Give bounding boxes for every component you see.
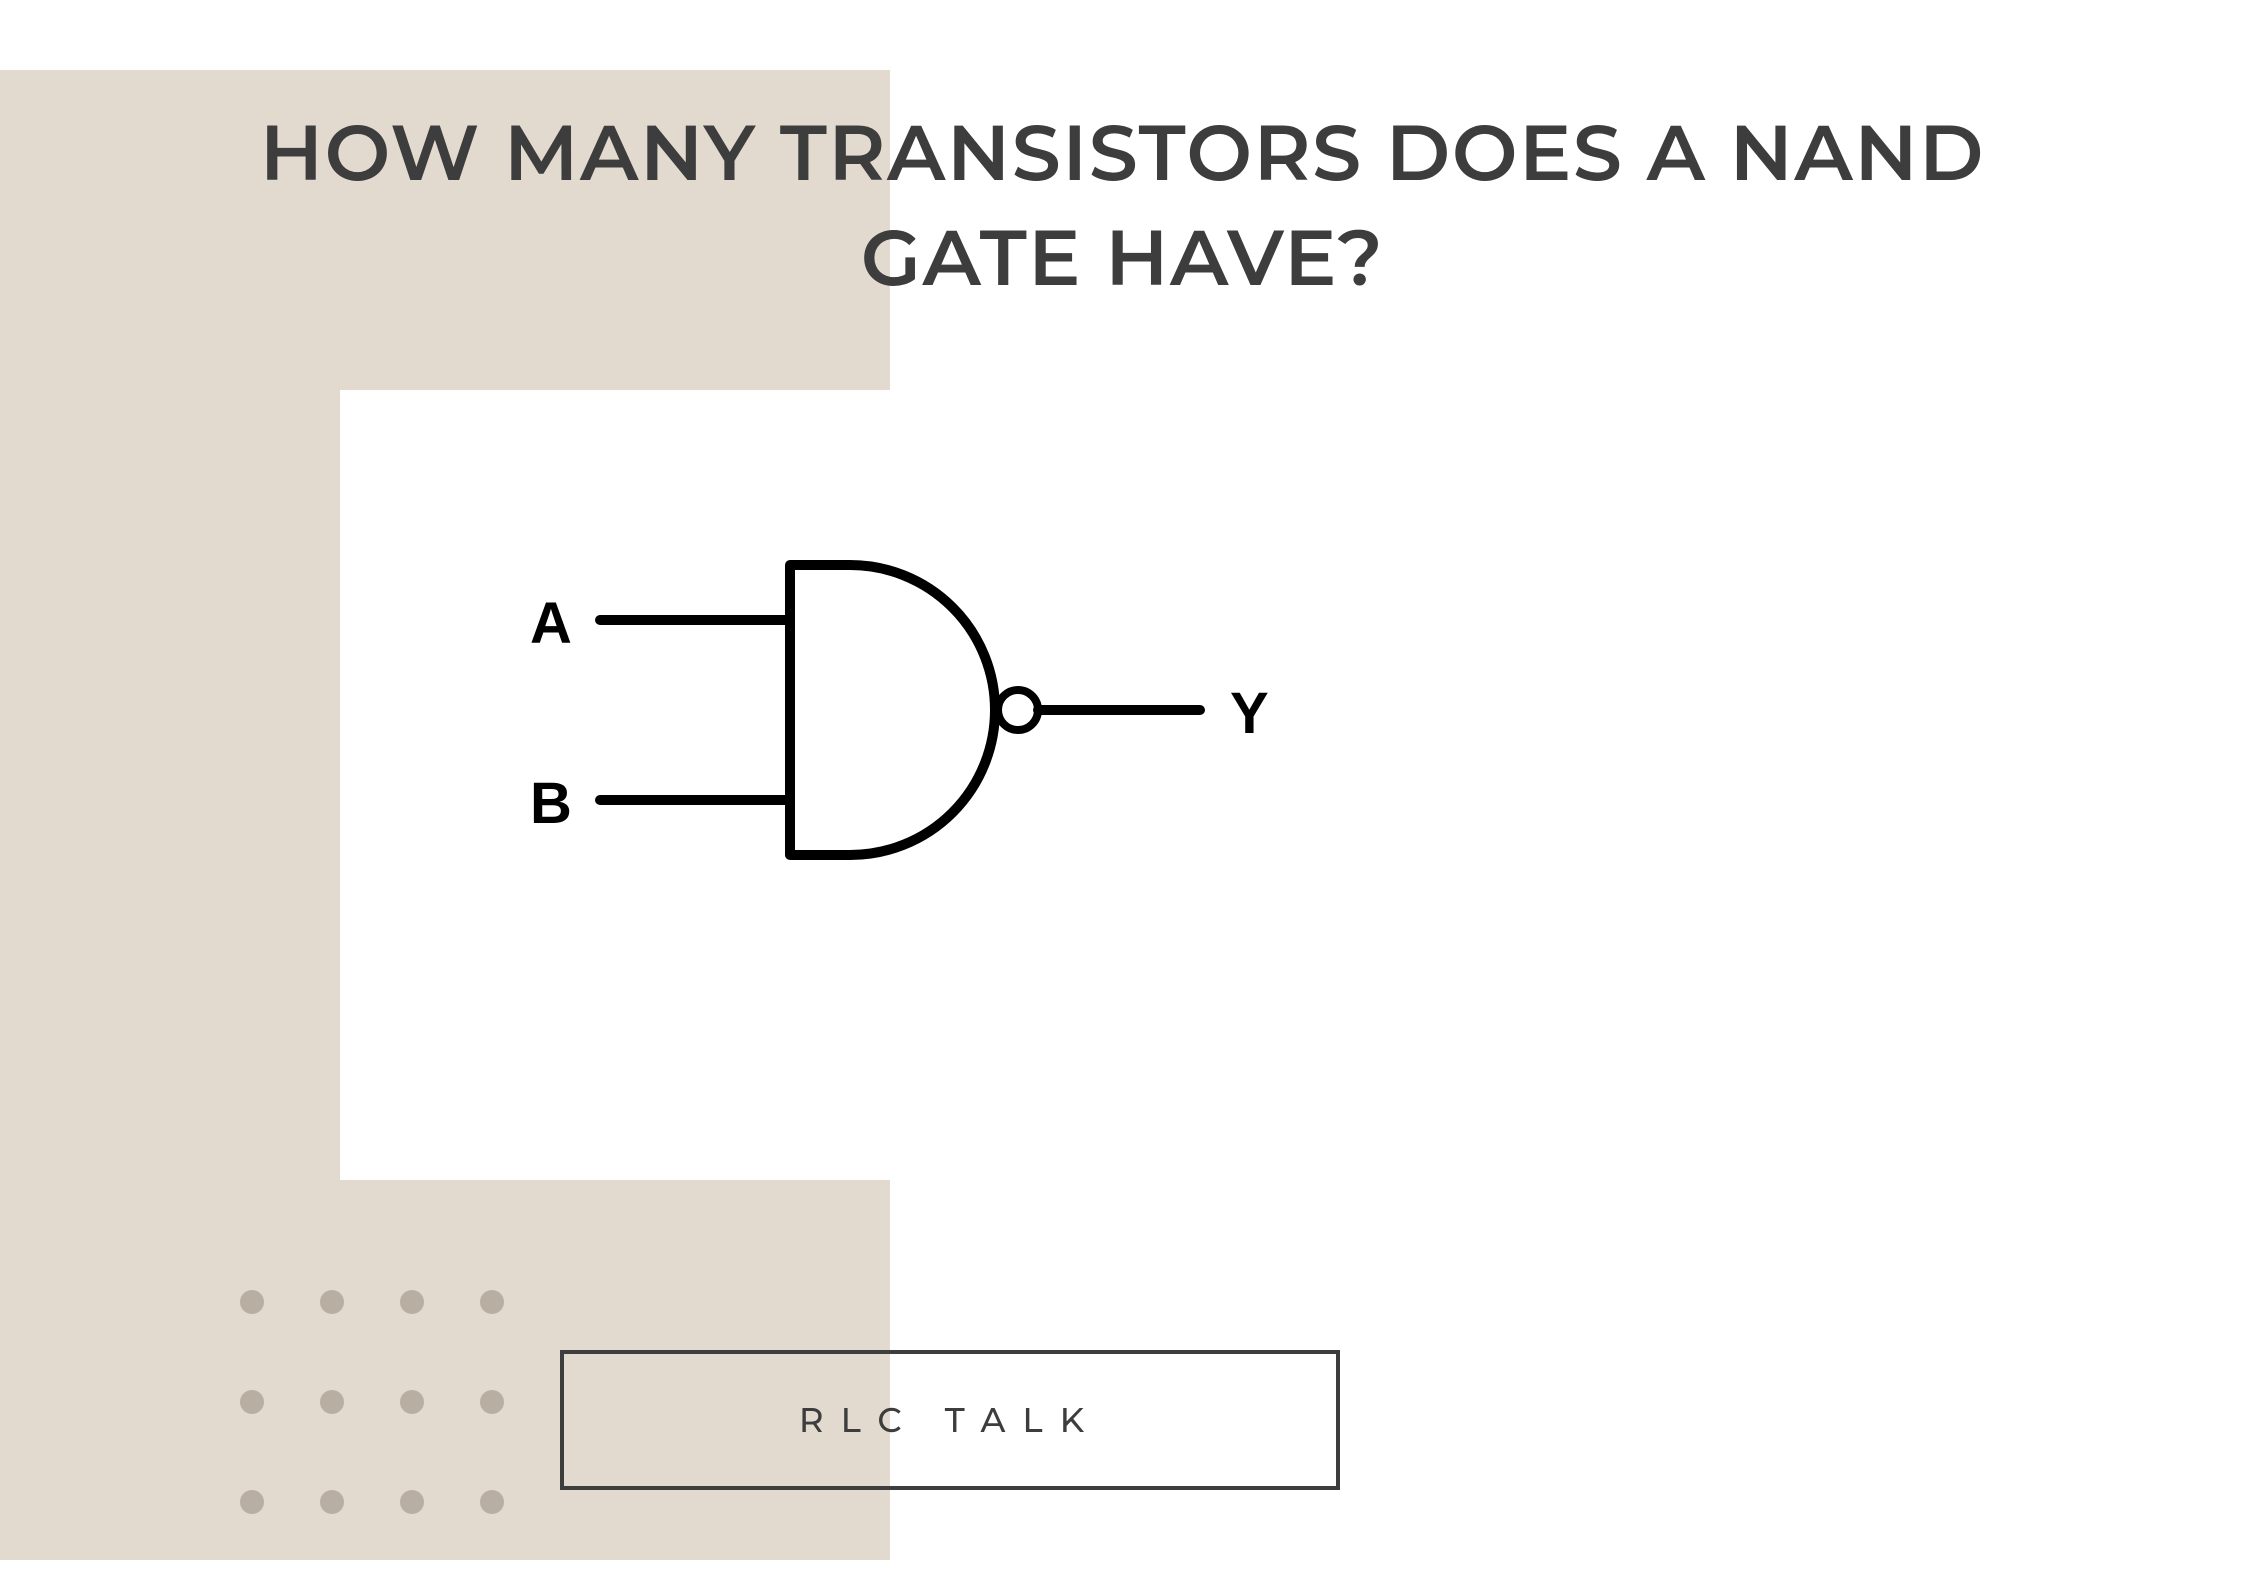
dot — [320, 1290, 344, 1314]
dot — [320, 1390, 344, 1414]
nand-gate-diagram — [340, 390, 1470, 1080]
dot — [240, 1290, 264, 1314]
dot — [400, 1390, 424, 1414]
title-line1: HOW MANY TRANSISTORS DOES A NAND — [0, 100, 2245, 205]
dot — [320, 1490, 344, 1514]
footer-text: RLC TALK — [799, 1399, 1101, 1441]
dot — [400, 1490, 424, 1514]
output-label-y: Y — [1230, 680, 1269, 747]
dot — [240, 1490, 264, 1514]
dot — [480, 1490, 504, 1514]
input-label-a: A — [530, 590, 572, 657]
dot — [480, 1290, 504, 1314]
dot — [400, 1290, 424, 1314]
dot — [480, 1390, 504, 1414]
diagram-container: A B Y — [340, 390, 1470, 1080]
page-title: HOW MANY TRANSISTORS DOES A NAND GATE HA… — [0, 100, 2245, 311]
footer-box: RLC TALK — [560, 1350, 1340, 1490]
input-label-b: B — [530, 770, 572, 837]
title-line2: GATE HAVE? — [0, 205, 2245, 310]
dot — [240, 1390, 264, 1414]
